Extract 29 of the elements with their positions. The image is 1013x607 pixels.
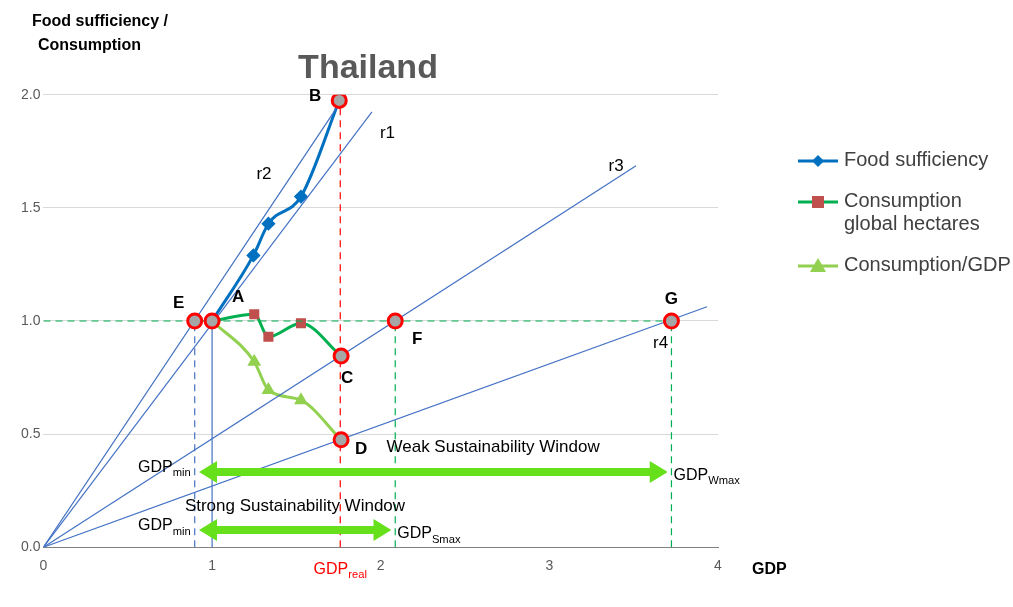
- y-axis-title: Food sufficiency / Consumption: [32, 12, 169, 54]
- y-tick-label: 2.0: [20, 85, 41, 102]
- y-tick-label: 0.0: [20, 538, 41, 555]
- annotation: A: [231, 286, 245, 306]
- annotation: r1: [379, 123, 396, 143]
- annotation: G: [664, 288, 679, 308]
- annotation: D: [354, 439, 368, 459]
- annotation: r4: [652, 333, 669, 353]
- annotation: F: [412, 328, 423, 348]
- x-tick-label: 1: [208, 557, 217, 574]
- x-tick-label: 0: [39, 557, 48, 574]
- legend-label: Consumption global hectares: [844, 189, 981, 235]
- x-tick-label: 4: [714, 557, 723, 574]
- y-tick-label: 1.5: [20, 198, 41, 215]
- legend-label: Consumption/GDP: [844, 253, 1011, 276]
- y-tick-label: 1.0: [20, 311, 41, 328]
- annotation: Strong Sustainability Window: [184, 495, 406, 515]
- annotation: r2: [256, 163, 272, 183]
- x-tick-label: 3: [545, 557, 554, 574]
- annotation: E: [173, 292, 185, 312]
- chart-title: Thailand: [298, 46, 438, 85]
- y-tick-label: 0.5: [20, 424, 41, 441]
- annotation: r3: [608, 155, 624, 175]
- annotation: Weak Sustainability Window: [386, 437, 601, 457]
- annotation: B: [309, 86, 322, 106]
- annotation: C: [340, 367, 354, 387]
- x-axis-title: GDP: [752, 559, 787, 577]
- legend-label: Food sufficiency: [844, 148, 989, 171]
- x-tick-label: 2: [376, 557, 385, 574]
